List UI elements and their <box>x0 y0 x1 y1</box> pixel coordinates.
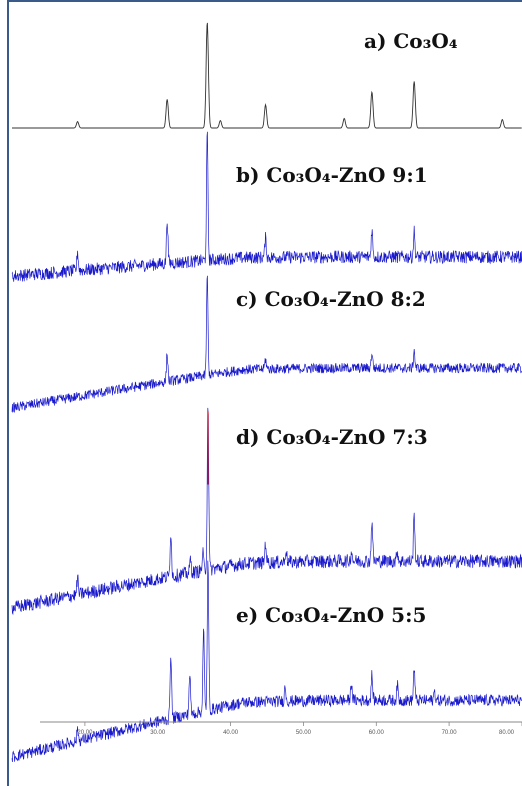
series-label-b: b) Co₃O₄-ZnO 9:1 <box>236 163 428 187</box>
x-tick-label: 30.00 <box>150 730 166 736</box>
x-tick-label: 70.00 <box>442 730 458 736</box>
trace-group-c <box>11 275 522 414</box>
trace-d-line <box>11 407 522 616</box>
x-tick-label: 40.00 <box>223 730 239 736</box>
x-tick-label: 80.00 <box>499 730 515 736</box>
x-axis-ticks: 20.00 30.00 40.00 50.00 60.00 70.00 80.00 <box>77 722 522 736</box>
trace-group-e <box>11 560 522 763</box>
x-tick-label: 20.00 <box>77 730 93 736</box>
series-label-c: c) Co₃O₄-ZnO 8:2 <box>236 287 426 311</box>
trace-a-line <box>12 22 522 129</box>
x-tick-label: 60.00 <box>369 730 385 736</box>
trace-c-line <box>11 275 522 414</box>
trace-group-b <box>11 131 522 282</box>
series-label-d: d) Co₃O₄-ZnO 7:3 <box>236 425 428 449</box>
series-label-e: e) Co₃O₄-ZnO 5:5 <box>236 603 426 627</box>
x-tick-label: 50.00 <box>296 730 312 736</box>
series-label-a: a) Co₃O₄ <box>364 29 458 53</box>
trace-group-d <box>11 407 522 616</box>
trace-e-line <box>11 560 522 763</box>
trace-b-line <box>11 131 522 282</box>
trace-group-a <box>12 22 522 129</box>
